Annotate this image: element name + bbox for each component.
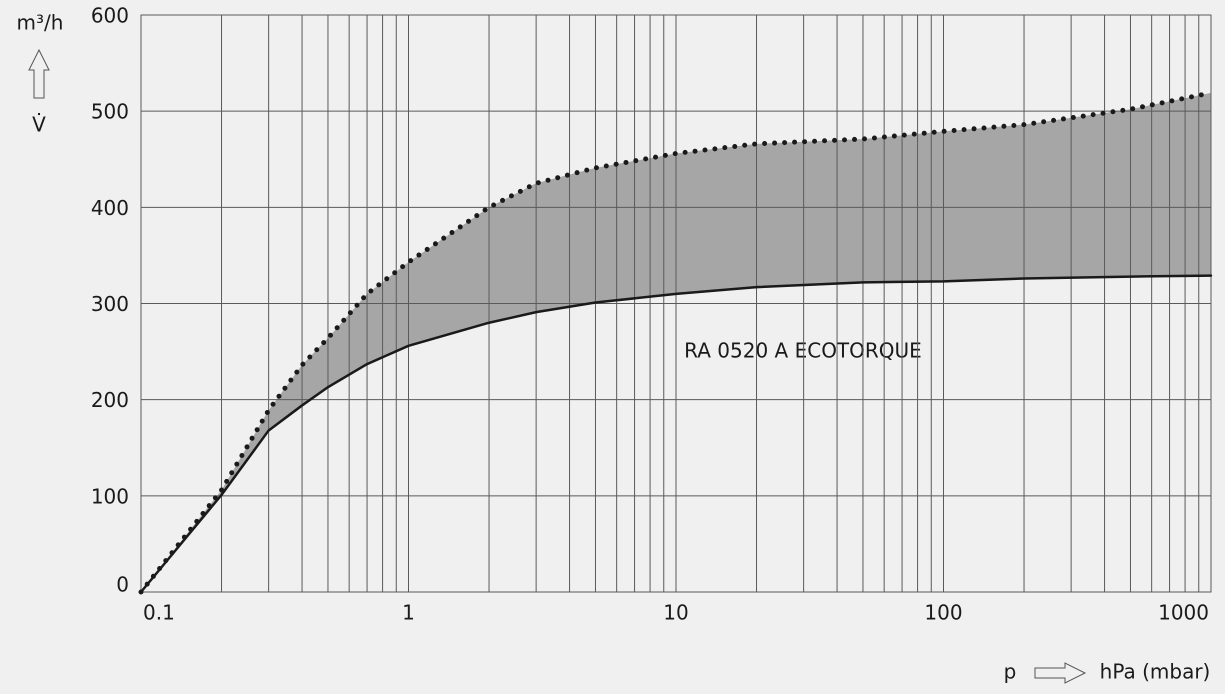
y-unit: m³/h [17,11,64,35]
x-unit: hPa (mbar) [1100,660,1211,684]
x-tick-label: 10 [663,601,688,625]
y-tick-label: 600 [91,4,129,28]
x-tick-label: 100 [924,601,962,625]
series-line [138,90,1214,595]
y-tick-label: 500 [91,100,129,124]
x-tick-label: 1000 [1158,601,1209,625]
y-tick-label: 300 [91,292,129,316]
plot-frame [140,14,1212,593]
y-symbol: V̇ [32,113,46,137]
y-tick-label: 200 [91,388,129,412]
y-tick-label: 0 [116,573,129,597]
y-arrow [28,48,50,99]
y-tick-label: 100 [91,484,129,508]
x-tick-label: 0.1 [143,601,175,625]
x-symbol: p [1004,660,1017,684]
series-line [139,274,1213,594]
x-tick-label: 1 [402,601,415,625]
y-tick-label: 400 [91,196,129,220]
annotation: RA 0520 A ECOTORQUE [684,339,922,363]
x-arrow [1034,662,1087,684]
